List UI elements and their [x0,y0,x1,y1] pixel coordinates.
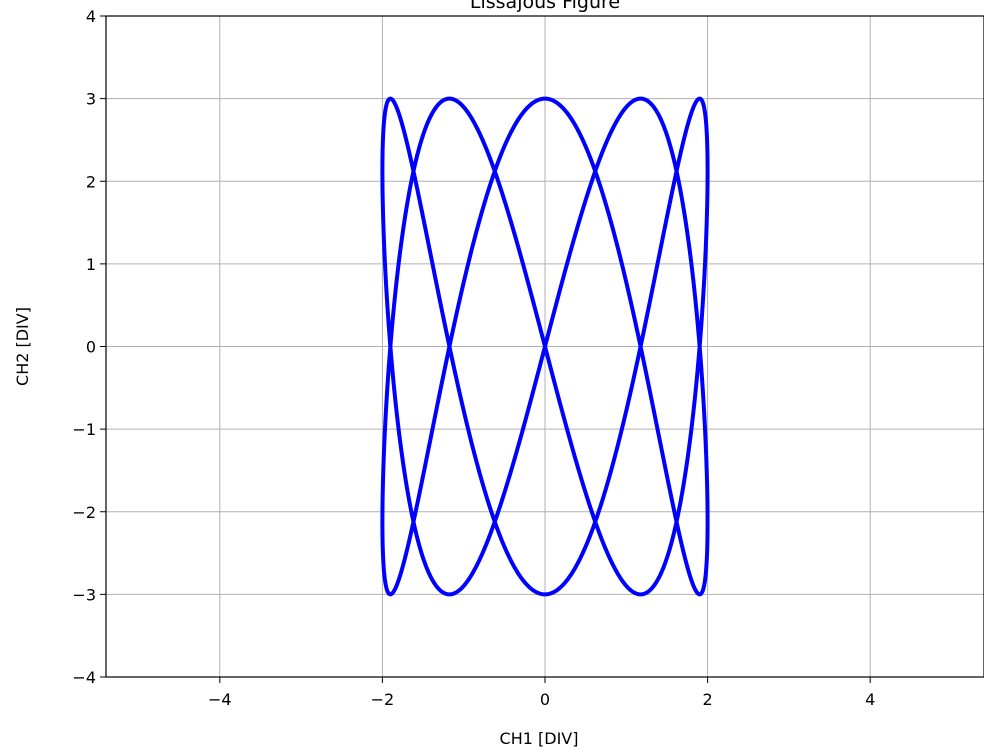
y-tick-label: 2 [86,172,96,191]
chart-title: Lissajous Figure [470,0,620,13]
y-tick-label: 0 [86,338,96,357]
y-tick-label: −4 [72,668,96,687]
x-tick-label: 0 [540,690,550,709]
curve-layer [380,96,710,597]
x-tick-label: 4 [865,690,875,709]
x-tick-label: −4 [208,690,232,709]
y-axis-ticks: −4 −3 −2 −1 0 1 2 3 4 [72,7,106,687]
x-tick-label: −2 [371,690,395,709]
y-tick-label: −2 [72,503,96,522]
y-tick-label: 4 [86,7,96,26]
x-tick-label: 2 [702,690,712,709]
x-axis-label: CH1 [DIV] [500,729,579,748]
lissajous-curve [380,96,710,597]
y-tick-label: 1 [86,255,96,274]
x-axis-ticks: −4 −2 0 2 4 [208,677,875,709]
y-tick-label: 3 [86,90,96,109]
y-tick-label: −3 [72,585,96,604]
y-tick-label: −1 [72,420,96,439]
y-axis-label: CH2 [DIV] [13,307,32,386]
